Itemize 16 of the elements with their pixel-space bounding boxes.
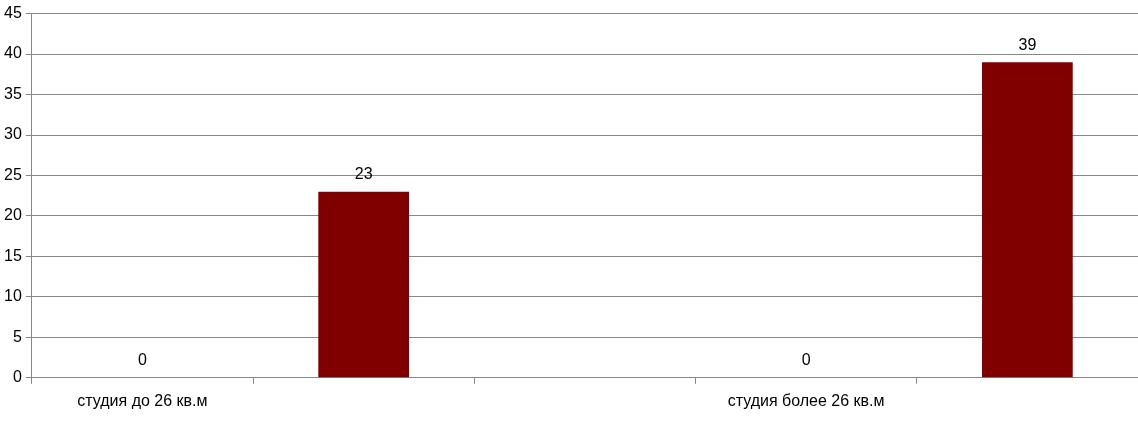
- y-tick-label: 15: [4, 246, 22, 264]
- y-tick-label: 35: [4, 84, 22, 102]
- y-tick-label: 10: [4, 287, 22, 305]
- data-label: 39: [1018, 35, 1037, 53]
- y-tick-label: 20: [4, 206, 22, 224]
- data-label: 0: [137, 351, 147, 369]
- y-tick-label: 30: [4, 125, 22, 143]
- y-tick-label: 5: [12, 327, 22, 345]
- y-tick-label: 40: [4, 44, 22, 62]
- y-tick-label: 25: [4, 165, 22, 183]
- x-tick-label: студия более 26 кв.м: [727, 391, 885, 409]
- data-label: 23: [354, 165, 373, 183]
- y-tick-label: 0: [12, 368, 22, 386]
- y-tick-label: 45: [4, 4, 22, 22]
- data-label: 0: [801, 351, 811, 369]
- x-tick-label: студия до 26 кв.м: [77, 391, 208, 409]
